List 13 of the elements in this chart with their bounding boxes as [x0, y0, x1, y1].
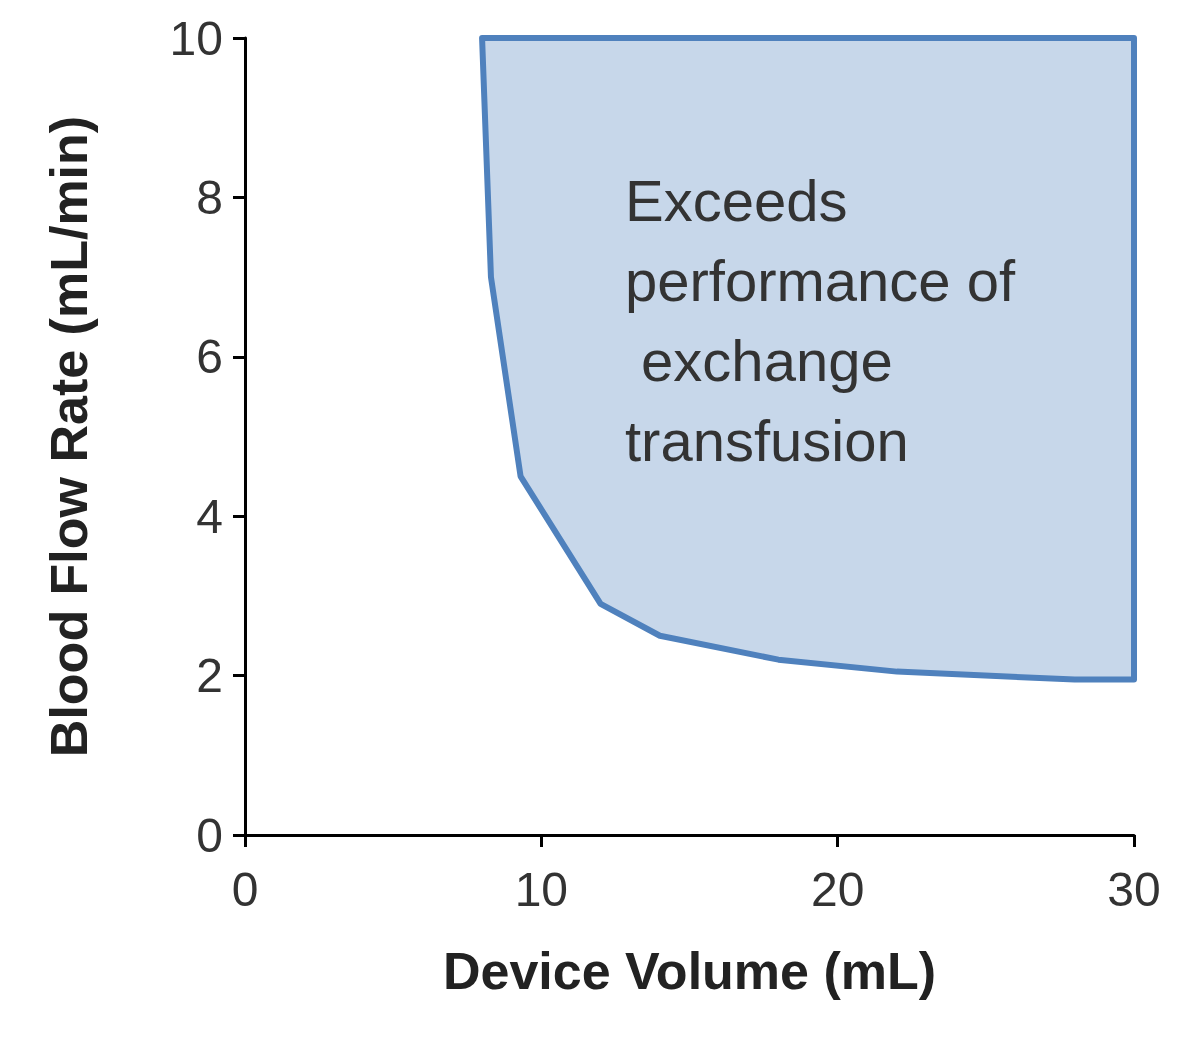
x-axis-title: Device Volume (mL)	[442, 942, 937, 1000]
y-axis-title: Blood Flow Rate (mL/min)	[40, 115, 98, 758]
x-tick-label: 20	[810, 862, 865, 916]
x-tick-label: 30	[1107, 862, 1161, 916]
y-tick-label: 6	[196, 330, 223, 384]
annotation: Exceeds performance of exchange transfusion	[625, 167, 1016, 473]
x-tick-label: 0	[231, 862, 259, 916]
y-tick-label: 8	[196, 170, 223, 224]
y-tick-label: 0	[196, 808, 223, 862]
y-tick-label: 2	[196, 649, 223, 703]
x-tick-label: 10	[514, 862, 569, 916]
y-tick-label: 4	[196, 489, 223, 543]
y-tick-label: 10	[169, 11, 223, 65]
